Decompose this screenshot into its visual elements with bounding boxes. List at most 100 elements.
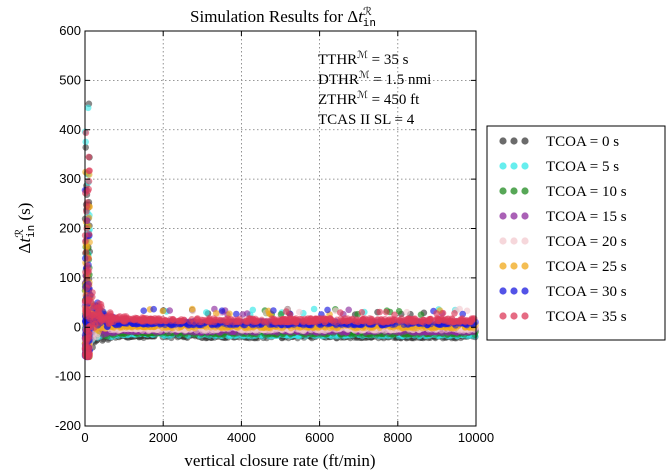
data-point (86, 167, 93, 174)
chart-title: Simulation Results for Δtℛ in (190, 6, 376, 29)
legend-label: TCOA = 10 s (546, 184, 627, 200)
data-point (203, 309, 210, 316)
legend-entry: TCOA = 0 s (499, 134, 619, 150)
legend-marker (499, 212, 507, 220)
legend-marker (510, 137, 518, 145)
data-point (159, 315, 166, 323)
annotation-tcas-sl: TCAS II SL = 4 (318, 112, 415, 128)
legend-label: TCOA = 0 s (546, 134, 619, 150)
data-point (395, 317, 403, 324)
y-tick-label: -100 (55, 369, 81, 384)
data-point (460, 317, 467, 324)
data-point (434, 316, 442, 323)
data-point (223, 318, 231, 326)
legend-label: TCOA = 15 s (546, 209, 627, 225)
y-tick-label: 600 (59, 23, 81, 38)
y-tick-label: 100 (59, 270, 81, 285)
data-point (85, 153, 93, 161)
data-point (230, 318, 237, 326)
data-point (269, 316, 276, 323)
y-tick-label: 200 (59, 221, 81, 236)
data-point (193, 316, 201, 324)
x-tick-label: 4000 (227, 430, 256, 445)
data-point (95, 319, 103, 327)
y-tick-label: 300 (59, 171, 81, 186)
legend-marker (499, 237, 507, 245)
legend-label: TCOA = 30 s (546, 284, 627, 300)
legend-marker (521, 137, 529, 145)
data-point (85, 330, 93, 337)
data-point (149, 317, 156, 324)
y-tick-label: -200 (55, 418, 81, 433)
data-point (456, 305, 463, 313)
legend-entry: TCOA = 20 s (499, 234, 627, 250)
data-point (83, 217, 90, 225)
data-point (265, 307, 272, 315)
legend-entry: TCOA = 35 s (499, 309, 627, 325)
data-point (277, 318, 285, 325)
grid (85, 31, 476, 426)
data-point (286, 311, 294, 318)
data-point (84, 255, 92, 262)
legend-entry: TCOA = 30 s (499, 284, 627, 300)
data-point (140, 307, 147, 315)
data-point (140, 316, 147, 324)
data-point (89, 289, 96, 296)
data-point (326, 315, 334, 322)
legend-entry: TCOA = 10 s (499, 184, 627, 200)
parameter-annotations: TTHRℳ = 35 s DTHRℳ = 1.5 nmi ZTHRℳ = 450… (318, 50, 431, 128)
data-point (236, 318, 243, 326)
data-point (82, 144, 89, 151)
data-point (84, 262, 91, 269)
data-point (189, 305, 196, 313)
data-point (296, 308, 303, 316)
data-point (439, 309, 447, 317)
data-point (176, 317, 183, 325)
legend-marker (521, 162, 529, 170)
data-point (90, 303, 97, 311)
data-point (312, 315, 320, 323)
data-point (82, 249, 90, 256)
legend-entry: TCOA = 5 s (499, 159, 619, 175)
annotation-dthr: DTHRℳ = 1.5 nmi (318, 70, 431, 88)
legend-marker (521, 212, 529, 220)
data-point (233, 310, 240, 318)
data-point (310, 305, 318, 313)
data-point (448, 315, 456, 322)
x-tick-label: 6000 (305, 430, 334, 445)
data-point (90, 324, 98, 332)
data-point (433, 310, 440, 317)
data-point (82, 129, 90, 137)
data-point (333, 319, 340, 326)
data-point (247, 315, 254, 322)
data-point (451, 310, 458, 317)
legend-marker (521, 237, 529, 245)
data-point (417, 311, 425, 319)
data-point (355, 316, 363, 324)
legend-marker (499, 187, 507, 195)
y-tick-label: 400 (59, 122, 81, 137)
legend-marker (521, 262, 529, 270)
legend-marker (499, 162, 507, 170)
data-point (120, 318, 128, 325)
data-point (84, 350, 91, 358)
legend-marker (510, 312, 518, 320)
data-point (358, 309, 366, 316)
data-point (218, 307, 226, 315)
legend-marker (499, 137, 507, 145)
legend-label: TCOA = 20 s (546, 234, 627, 250)
legend-marker (521, 187, 529, 195)
data-point (376, 308, 384, 316)
legend-frame (486, 125, 666, 341)
legend: TCOA = 0 s TCOA = 5 s TCOA = 10 s TCOA = 15… (486, 125, 666, 341)
data-point (83, 199, 91, 206)
legend-label: TCOA = 35 s (546, 309, 627, 325)
data-point (95, 304, 103, 311)
legend-entry: TCOA = 15 s (499, 209, 627, 225)
legend-marker (510, 212, 518, 220)
y-tick-label: 500 (59, 72, 81, 87)
legend-entry: TCOA = 25 s (499, 259, 627, 275)
data-point (378, 317, 386, 325)
legend-marker (521, 312, 529, 320)
series-35s (81, 129, 478, 361)
